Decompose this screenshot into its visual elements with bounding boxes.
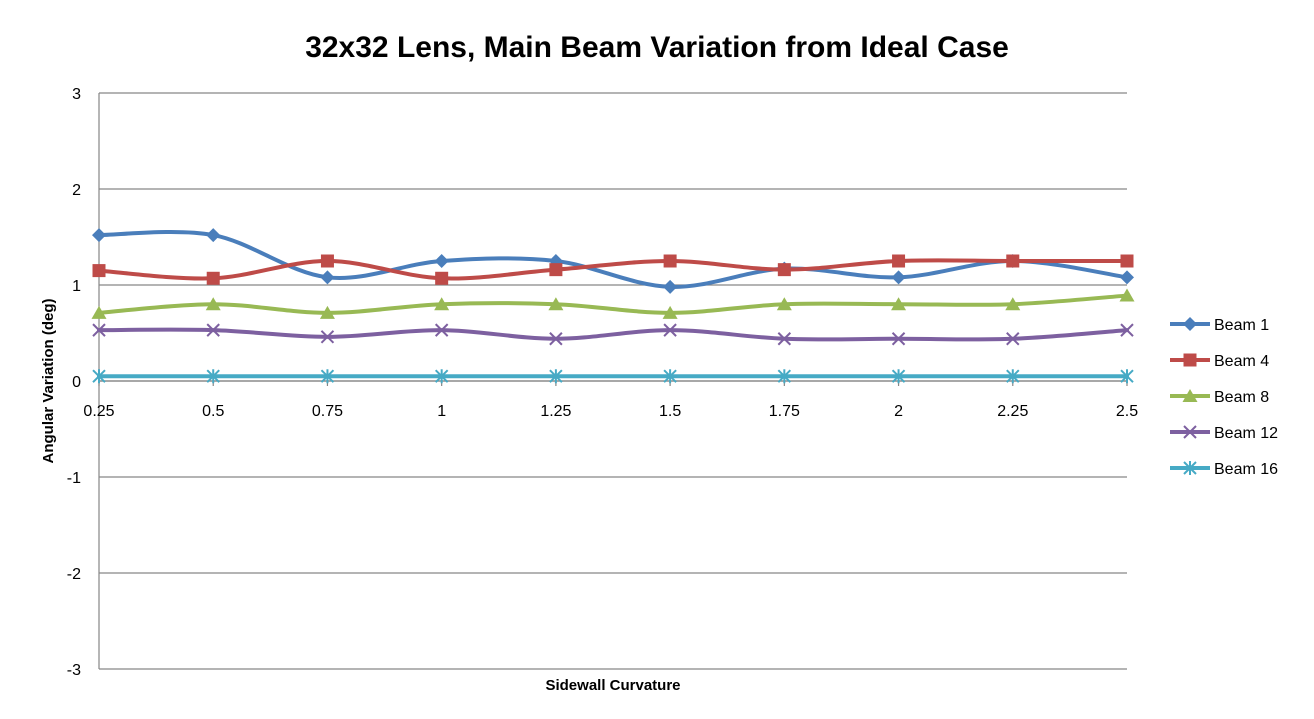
data-point — [91, 305, 107, 319]
y-tick-label: -1 — [67, 470, 81, 487]
data-point — [1120, 323, 1134, 337]
x-tick-label: 2.25 — [997, 403, 1028, 420]
series-line — [97, 293, 1129, 315]
data-point — [776, 297, 792, 311]
data-point — [777, 263, 791, 277]
series-beam-8 — [91, 288, 1135, 319]
x-tick-label: 0.5 — [202, 403, 224, 420]
data-point — [1005, 297, 1021, 311]
data-point — [320, 254, 334, 268]
data-point — [777, 369, 792, 384]
data-point — [92, 369, 106, 384]
data-point — [320, 270, 335, 285]
y-tick-label: 3 — [72, 86, 81, 103]
series-line — [97, 258, 1129, 281]
data-point — [549, 332, 563, 346]
legend-marker — [1183, 353, 1197, 367]
data-point — [206, 369, 220, 384]
legend-marker — [1183, 317, 1197, 331]
y-tick-label: 0 — [72, 374, 81, 391]
data-point — [92, 323, 106, 337]
x-tick-label: 2 — [894, 403, 903, 420]
legend-item: Beam 16 — [1170, 461, 1278, 478]
data-point — [434, 369, 449, 384]
data-point — [777, 332, 792, 346]
data-point — [892, 254, 906, 268]
legend-marker — [1183, 425, 1197, 439]
data-point — [549, 263, 563, 277]
data-point — [206, 228, 221, 243]
data-point — [1006, 254, 1020, 268]
y-tick-label: -2 — [67, 566, 81, 583]
x-tick-label: 0.25 — [83, 403, 114, 420]
data-point — [663, 369, 677, 384]
data-point — [435, 271, 449, 285]
data-point — [434, 297, 450, 311]
x-tick-label: 0.75 — [312, 403, 343, 420]
series-line — [97, 229, 1129, 289]
data-point — [663, 279, 678, 294]
data-point — [891, 270, 906, 285]
series-group — [91, 228, 1135, 384]
x-tick-label: 1.25 — [540, 403, 571, 420]
x-tick-label: 1 — [437, 403, 446, 420]
data-point — [663, 254, 677, 268]
legend-label: Beam 16 — [1214, 461, 1278, 478]
data-point — [1120, 369, 1134, 384]
chart-title: 32x32 Lens, Main Beam Variation from Ide… — [305, 31, 1009, 64]
legend-item: Beam 12 — [1170, 425, 1278, 442]
data-point — [1006, 369, 1020, 384]
legend-label: Beam 4 — [1214, 353, 1269, 370]
series-beam-4 — [92, 254, 1134, 285]
data-point — [319, 305, 335, 319]
axes — [98, 93, 1128, 669]
legend-item: Beam 4 — [1170, 353, 1269, 370]
data-point — [1006, 332, 1020, 346]
data-point — [206, 323, 220, 337]
series-beam-12 — [92, 323, 1134, 346]
data-point — [891, 369, 906, 384]
data-point — [548, 297, 564, 311]
series-beam-16 — [92, 369, 1134, 384]
data-point — [434, 323, 449, 337]
data-point — [205, 297, 221, 311]
x-tick-label: 1.5 — [659, 403, 681, 420]
y-axis-title: Angular Variation (deg) — [40, 298, 57, 463]
data-point — [663, 323, 677, 337]
legend-item: Beam 1 — [1170, 317, 1269, 334]
legend-label: Beam 12 — [1214, 425, 1278, 442]
data-point — [92, 228, 106, 243]
x-tick-label: 1.75 — [769, 403, 800, 420]
y-tick-label: 1 — [72, 278, 81, 295]
data-point — [320, 330, 335, 344]
x-tick-label: 2.5 — [1116, 403, 1138, 420]
y-tick-label: -3 — [67, 662, 81, 679]
data-point — [434, 254, 449, 268]
data-point — [1120, 254, 1134, 268]
y-tick-label: 2 — [72, 182, 81, 199]
data-point — [549, 369, 563, 384]
legend-label: Beam 8 — [1214, 389, 1269, 406]
data-point — [92, 264, 106, 278]
series-line — [97, 327, 1129, 342]
data-point — [1120, 270, 1134, 285]
legend-marker — [1182, 389, 1198, 402]
data-point — [662, 305, 678, 319]
data-point — [891, 297, 907, 311]
tick-labels: 3 2 1 0 -1 -2 -3 0.25 0.5 0.75 1 1.25 1.5 1.75 2 2.25 2.… — [67, 86, 1138, 679]
x-axis-title: Sidewall Curvature — [545, 677, 680, 694]
legend-label: Beam 1 — [1214, 317, 1269, 334]
legend-marker — [1183, 461, 1197, 475]
data-point — [891, 332, 906, 346]
data-point — [1119, 288, 1135, 302]
legend-item: Beam 8 — [1170, 389, 1269, 406]
legend: Beam 1 Beam 4 Beam 8 Beam 12 Beam 16 — [1170, 317, 1278, 478]
data-point — [320, 369, 335, 384]
data-point — [206, 271, 220, 285]
